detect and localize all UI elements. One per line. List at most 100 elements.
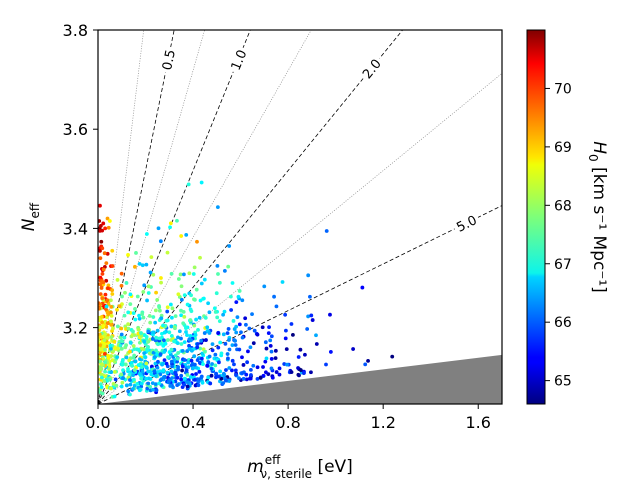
sample-point xyxy=(169,347,174,352)
sample-point xyxy=(120,362,125,367)
sample-point xyxy=(193,383,198,388)
x-axis-ticks: 0.0 0.4 0.8 1.2 1.6 xyxy=(85,404,491,432)
contour-label: 1.0 xyxy=(229,48,251,73)
sample-point xyxy=(185,373,190,377)
sample-point xyxy=(226,356,230,361)
sample-point xyxy=(194,287,199,292)
sample-point xyxy=(207,354,212,359)
sample-point xyxy=(216,331,221,336)
sample-point xyxy=(230,343,235,348)
sample-point xyxy=(179,342,184,346)
sample-point xyxy=(243,316,248,321)
sample-point xyxy=(198,255,202,260)
sample-point xyxy=(101,267,106,272)
sample-point xyxy=(269,357,274,361)
sample-point xyxy=(255,332,260,337)
contour-guide-line xyxy=(98,30,312,404)
sample-point xyxy=(197,369,202,374)
sample-point xyxy=(103,374,107,379)
sample-point xyxy=(107,219,112,223)
sample-point xyxy=(176,335,180,340)
sample-point xyxy=(168,225,172,230)
sample-point xyxy=(112,394,117,399)
sample-point xyxy=(124,383,129,388)
sample-point xyxy=(144,364,148,369)
sample-point xyxy=(188,318,193,322)
sample-point xyxy=(239,330,243,335)
sample-point xyxy=(109,386,113,391)
sample-point xyxy=(215,264,220,268)
sample-point xyxy=(128,349,132,354)
sample-point xyxy=(232,362,236,367)
sample-point xyxy=(167,330,172,335)
sample-point xyxy=(175,356,180,361)
sample-point xyxy=(140,365,145,369)
sample-point xyxy=(146,339,151,344)
sample-point xyxy=(309,313,314,318)
sample-point xyxy=(144,232,149,236)
sample-point xyxy=(225,331,230,335)
sample-point xyxy=(103,360,107,365)
sample-point xyxy=(182,272,186,277)
sample-point xyxy=(169,338,174,342)
sample-point xyxy=(209,373,214,378)
sample-point xyxy=(106,225,111,230)
sample-point xyxy=(119,283,124,288)
sample-point xyxy=(168,221,173,226)
sample-point xyxy=(103,226,108,231)
sample-point xyxy=(306,314,311,319)
sample-point xyxy=(196,383,201,388)
sample-point xyxy=(159,341,163,346)
sample-point xyxy=(165,338,170,342)
sample-point xyxy=(157,308,162,313)
sample-point xyxy=(261,373,266,378)
sample-point xyxy=(117,304,122,309)
sample-point xyxy=(98,359,103,364)
sample-point xyxy=(136,363,141,367)
sample-point xyxy=(283,336,288,341)
sample-point xyxy=(98,275,103,280)
sample-point xyxy=(157,336,162,341)
sample-point xyxy=(248,367,253,372)
sample-point xyxy=(111,382,116,386)
sample-point xyxy=(230,358,235,363)
sample-point xyxy=(274,304,279,309)
sample-point xyxy=(214,375,218,380)
sample-point xyxy=(114,383,119,388)
sample-point xyxy=(154,388,159,393)
sample-point xyxy=(158,372,163,377)
sample-point xyxy=(324,362,328,367)
sample-point xyxy=(189,358,194,363)
sample-point xyxy=(156,342,160,347)
contour-label-bg xyxy=(224,44,250,75)
sample-point xyxy=(187,337,192,342)
colorbar-tick-label: 70 xyxy=(554,81,572,97)
sample-point xyxy=(233,343,238,347)
sample-point xyxy=(283,312,288,317)
sample-point xyxy=(154,348,158,353)
sample-point xyxy=(244,372,249,377)
sample-point xyxy=(302,371,306,375)
sample-point xyxy=(186,360,191,365)
sample-point xyxy=(133,264,137,269)
sample-point xyxy=(192,377,197,382)
sample-point xyxy=(124,281,129,285)
sample-point xyxy=(135,382,140,386)
sample-point xyxy=(233,368,238,373)
sample-point xyxy=(228,294,233,299)
sample-point xyxy=(207,310,212,315)
sample-point xyxy=(284,347,289,352)
sample-point xyxy=(213,352,218,357)
sample-point xyxy=(128,378,132,382)
sample-point xyxy=(119,372,124,377)
sample-point xyxy=(184,330,188,334)
sample-point xyxy=(241,363,246,367)
sample-point xyxy=(185,302,190,307)
sample-point xyxy=(99,375,104,380)
sample-point xyxy=(289,322,294,326)
sample-point xyxy=(255,365,260,370)
sample-point xyxy=(162,330,167,335)
sample-point xyxy=(157,381,161,386)
sample-point xyxy=(161,323,165,328)
